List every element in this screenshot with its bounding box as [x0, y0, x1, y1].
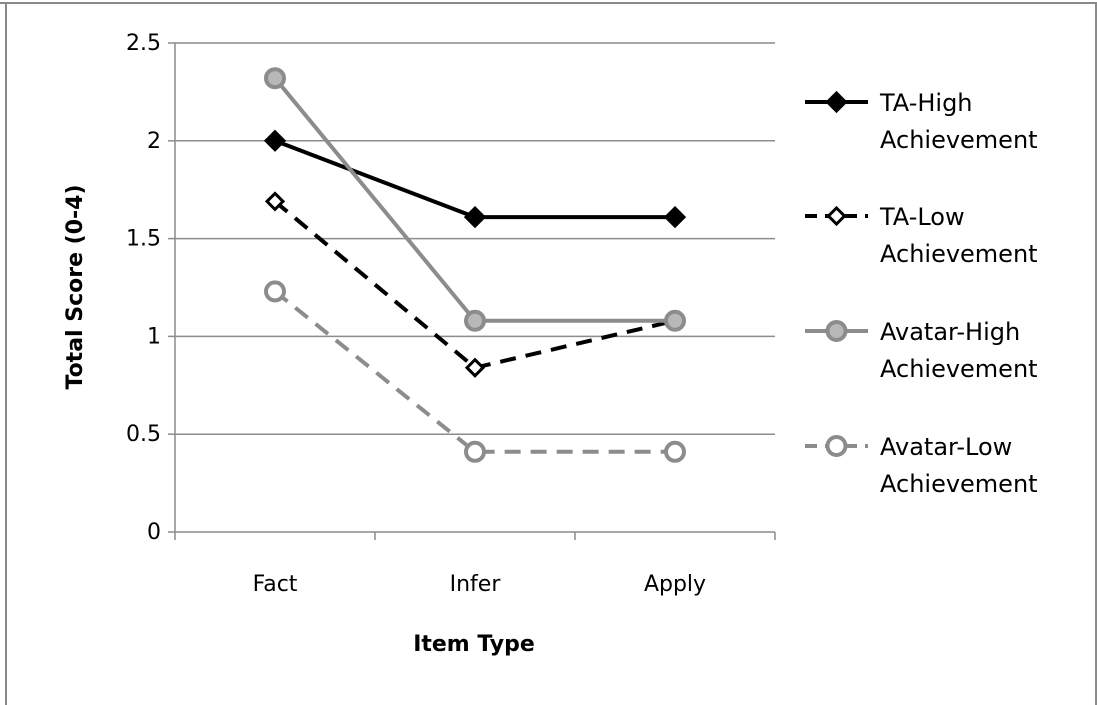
data-point-marker [825, 320, 848, 342]
legend-label: TA-Low [879, 203, 965, 231]
series-line [273, 76, 675, 323]
series-line [273, 289, 675, 454]
y-axis-title: Total Score (0-4) [63, 184, 88, 389]
data-point-marker [264, 191, 286, 212]
x-tick-labels: Fact Infer Apply [253, 572, 706, 597]
data-point-marker [464, 357, 486, 378]
legend-entry-2: TA-Low Achievement [805, 203, 1038, 268]
data-point-marker [264, 280, 286, 303]
data-point-marker [664, 440, 686, 463]
y-tick-label: 0 [147, 520, 161, 545]
legend: TA-HighAchievementTA-LowAchievementAvata… [805, 89, 1038, 498]
data-point-marker [826, 205, 847, 227]
legend-label: Achievement [880, 240, 1038, 268]
legend-label: Avatar-High [880, 318, 1020, 346]
data-point-marker [664, 309, 686, 332]
data-point-marker [663, 205, 687, 229]
y-tick-label: 2 [147, 129, 161, 154]
legend-label: TA-High [879, 89, 973, 117]
legend-entry-4: Avatar-Low Achievement [805, 433, 1038, 498]
series-1 [263, 129, 687, 229]
y-tick-label: 1.5 [126, 227, 161, 252]
data-point-marker [263, 129, 287, 152]
x-tick-label: Fact [253, 572, 298, 597]
axes [168, 42, 776, 540]
data-point-marker [464, 440, 486, 463]
y-tick-labels: 0 0.5 1 1.5 2 2.5 [126, 31, 161, 545]
series-4 [264, 280, 686, 463]
y-tick-label: 0.5 [126, 422, 161, 447]
legend-label: Achievement [880, 355, 1038, 383]
legend-label: Achievement [880, 470, 1038, 498]
legend-label: Avatar-Low [880, 433, 1012, 461]
series-lines [263, 67, 687, 463]
y-tick-label: 1 [147, 324, 161, 349]
data-point-marker [825, 435, 848, 457]
legend-label: Achievement [880, 126, 1038, 154]
series-3 [264, 67, 686, 332]
x-axis-title: Item Type [413, 632, 535, 657]
data-point-marker [464, 309, 486, 332]
y-tick-label: 2.5 [126, 31, 161, 56]
x-tick-label: Apply [644, 572, 706, 597]
legend-entry-1: TA-High Achievement [805, 89, 1038, 154]
legend-entry-3: Avatar-High Achievement [805, 318, 1038, 383]
data-point-marker [264, 67, 286, 90]
x-tick-label: Infer [450, 572, 502, 597]
data-point-marker [463, 205, 487, 229]
data-point-marker [825, 90, 848, 114]
